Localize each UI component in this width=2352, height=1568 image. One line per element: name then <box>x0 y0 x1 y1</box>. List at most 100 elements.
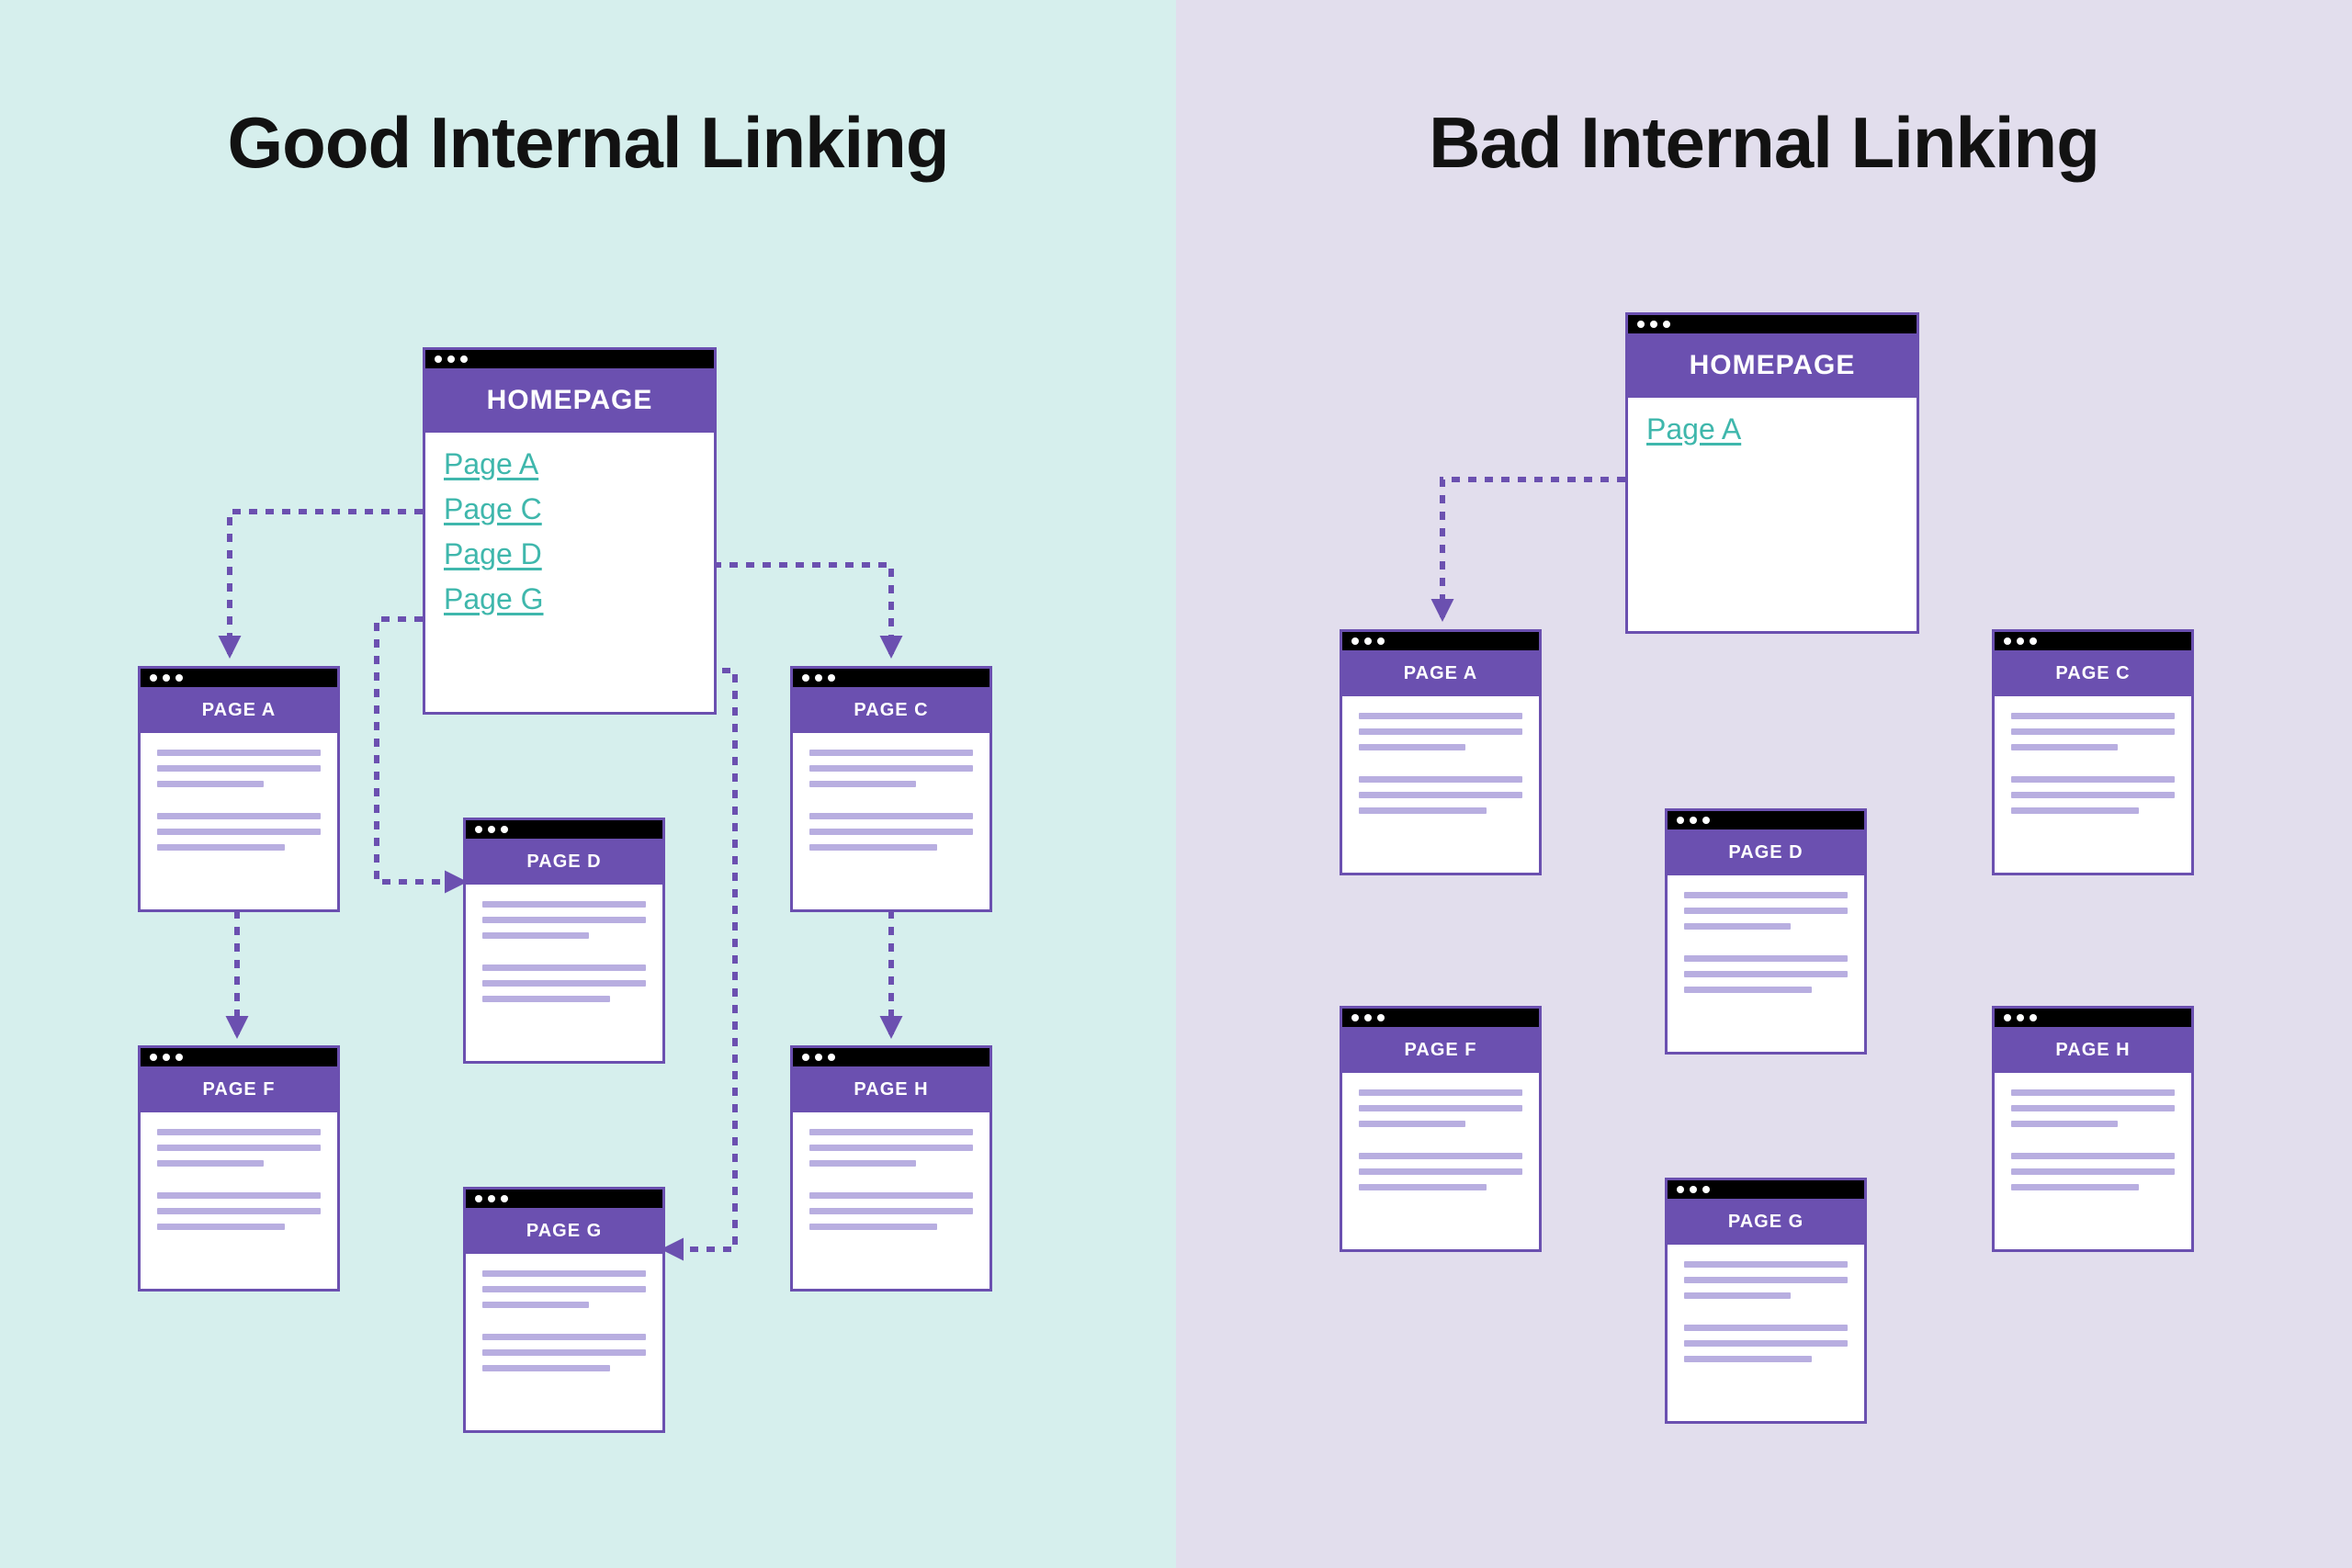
window-dot-icon <box>1677 1186 1684 1193</box>
text-line <box>1684 971 1848 977</box>
page-card-D: PAGE D <box>463 818 665 1064</box>
text-line <box>157 781 264 787</box>
card-body <box>1668 875 1864 1006</box>
window-titlebar <box>1995 1009 2191 1027</box>
window-dot-icon <box>1637 321 1645 328</box>
text-line <box>1359 776 1522 783</box>
text-line <box>1359 1089 1522 1096</box>
text-line <box>482 1270 646 1277</box>
window-titlebar <box>1995 632 2191 650</box>
text-line <box>157 829 321 835</box>
window-titlebar <box>793 669 989 687</box>
card-header: PAGE H <box>793 1066 989 1112</box>
window-dot-icon <box>1702 817 1710 824</box>
window-titlebar <box>466 820 662 839</box>
window-titlebar <box>425 350 714 368</box>
window-dot-icon <box>1377 637 1385 645</box>
text-line <box>2011 792 2175 798</box>
spacer <box>809 1176 973 1183</box>
text-line <box>482 917 646 923</box>
homepage-link-2[interactable]: Page D <box>444 537 542 571</box>
text-line <box>157 1192 321 1199</box>
window-dot-icon <box>1377 1014 1385 1021</box>
window-dot-icon <box>1364 1014 1372 1021</box>
window-dot-icon <box>2017 1014 2024 1021</box>
text-line <box>809 844 937 851</box>
spacer <box>1359 760 1522 767</box>
window-dot-icon <box>163 674 170 682</box>
text-line <box>482 1286 646 1292</box>
text-line <box>809 750 973 756</box>
window-dot-icon <box>1677 817 1684 824</box>
text-line <box>2011 713 2175 719</box>
text-line <box>482 901 646 908</box>
card-body <box>466 1254 662 1384</box>
card-body <box>793 1112 989 1243</box>
text-line <box>482 1349 646 1356</box>
homepage-link-0[interactable]: Page A <box>1646 412 1741 446</box>
window-dot-icon <box>488 826 495 833</box>
text-line <box>809 829 973 835</box>
window-dot-icon <box>447 355 455 363</box>
homepage-link-0[interactable]: Page A <box>444 447 538 481</box>
window-dot-icon <box>435 355 442 363</box>
right-panel: Bad Internal LinkingHOMEPAGEPage APAGE A… <box>1176 0 2352 1568</box>
window-dot-icon <box>828 1054 835 1061</box>
spacer <box>1684 939 1848 946</box>
homepage-link-1[interactable]: Page C <box>444 492 542 526</box>
card-header: HOMEPAGE <box>1628 333 1917 398</box>
text-line <box>157 765 321 772</box>
arrow-link0 <box>230 512 423 654</box>
text-line <box>2011 744 2118 750</box>
text-line <box>809 1224 937 1230</box>
text-line <box>1359 744 1465 750</box>
page-card-A: PAGE A <box>1340 629 1542 875</box>
text-line <box>1359 792 1522 798</box>
text-line <box>2011 807 2139 814</box>
text-line <box>482 1365 610 1371</box>
link-list: Page A Page C Page D Page G <box>425 433 714 626</box>
text-line <box>1684 1292 1791 1299</box>
window-dot-icon <box>1690 817 1697 824</box>
text-line <box>1684 1261 1848 1268</box>
card-body <box>1995 696 2191 827</box>
text-line <box>2011 1168 2175 1175</box>
homepage-card: HOMEPAGE Page A <box>1625 312 1919 634</box>
text-line <box>482 980 646 987</box>
window-titlebar <box>1668 1180 1864 1199</box>
text-line <box>157 1224 285 1230</box>
card-body <box>141 1112 337 1243</box>
window-dot-icon <box>163 1054 170 1061</box>
text-line <box>157 750 321 756</box>
text-line <box>1684 892 1848 898</box>
card-header: PAGE G <box>1668 1199 1864 1245</box>
left-panel-title: Good Internal Linking <box>0 101 1176 185</box>
text-line <box>2011 1089 2175 1096</box>
window-dot-icon <box>1351 1014 1359 1021</box>
page-card-G: PAGE G <box>1665 1178 1867 1424</box>
spacer <box>482 1317 646 1325</box>
card-header: PAGE D <box>1668 829 1864 875</box>
card-body <box>1995 1073 2191 1203</box>
page-card-F: PAGE F <box>1340 1006 1542 1252</box>
card-header: HOMEPAGE <box>425 368 714 433</box>
card-body <box>1342 1073 1539 1203</box>
text-line <box>157 1129 321 1135</box>
text-line <box>809 1145 973 1151</box>
window-titlebar <box>1628 315 1917 333</box>
text-line <box>482 1334 646 1340</box>
window-titlebar <box>141 1048 337 1066</box>
homepage-link-3[interactable]: Page G <box>444 582 544 616</box>
arrow-link0 <box>1442 479 1625 617</box>
window-dot-icon <box>1351 637 1359 645</box>
text-line <box>809 1129 973 1135</box>
spacer <box>157 796 321 804</box>
card-header: PAGE C <box>1995 650 2191 696</box>
window-dot-icon <box>501 1195 508 1202</box>
card-body <box>466 885 662 1015</box>
window-titlebar <box>1342 632 1539 650</box>
window-dot-icon <box>150 1054 157 1061</box>
text-line <box>1359 713 1522 719</box>
text-line <box>809 765 973 772</box>
text-line <box>157 1208 321 1214</box>
